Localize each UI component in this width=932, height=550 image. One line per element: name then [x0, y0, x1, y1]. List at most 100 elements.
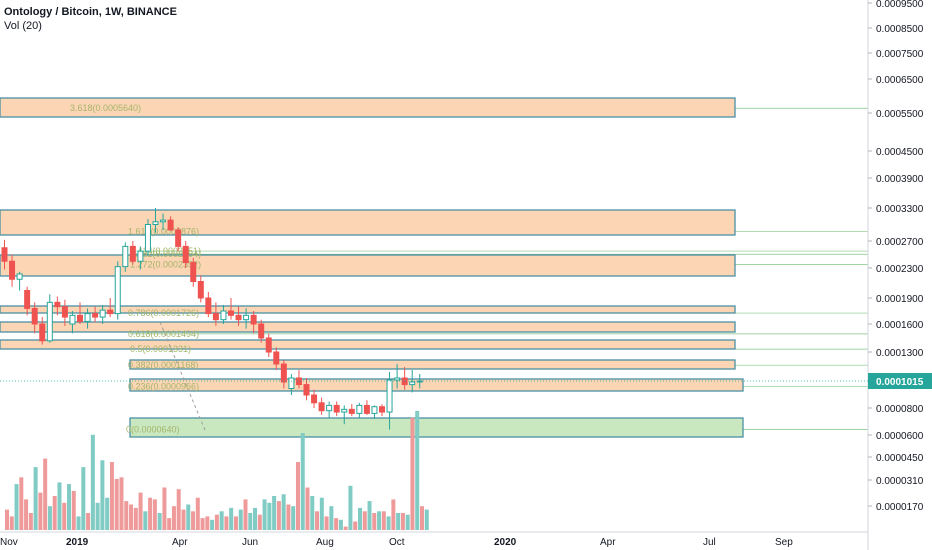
- resistance-zone: [129, 359, 736, 370]
- volume-bar: [300, 433, 305, 530]
- time-axis-label: 2019: [66, 537, 89, 548]
- time-axis-label: Sep: [775, 537, 793, 548]
- volume-bar: [362, 511, 367, 530]
- volume-bar: [224, 516, 229, 530]
- volume-bar: [229, 507, 234, 530]
- volume-bar: [286, 504, 291, 530]
- candle-body: [243, 314, 250, 321]
- candle-body: [152, 221, 159, 225]
- candle-body: [394, 377, 401, 381]
- candle-body: [1, 247, 8, 262]
- candle-body: [348, 408, 355, 414]
- candle-body: [54, 301, 61, 308]
- volume-bar: [405, 514, 410, 530]
- volume-bar: [62, 502, 67, 530]
- fib-level-label: 3.618(0.0005640): [70, 103, 141, 113]
- candle-body: [46, 301, 53, 342]
- volume-bar: [28, 513, 33, 530]
- candle-body: [24, 290, 31, 309]
- volume-bar: [129, 504, 134, 530]
- volume-bar: [133, 507, 138, 530]
- volume-bar: [152, 499, 157, 530]
- candle-body: [9, 260, 16, 280]
- volume-bar: [276, 501, 281, 530]
- volume-bar: [162, 487, 167, 530]
- volume-bar: [114, 479, 119, 530]
- price-axis-label: 0.0003900: [876, 174, 924, 185]
- volume-bar: [100, 460, 105, 530]
- volume-bar: [377, 511, 382, 530]
- volume-bar: [381, 511, 386, 530]
- time-axis-label: 2020: [494, 537, 517, 548]
- candle-body: [356, 404, 363, 414]
- volume-bar: [143, 511, 148, 530]
- volume-bar: [167, 518, 172, 530]
- candle-body: [84, 313, 91, 322]
- candle-body: [92, 313, 99, 318]
- volume-bar: [52, 496, 57, 530]
- candle-body: [265, 337, 272, 353]
- volume-bar: [253, 507, 258, 530]
- volume-bar: [176, 489, 181, 530]
- volume-bar: [357, 507, 362, 530]
- volume-bar: [205, 516, 210, 530]
- candle-body: [386, 379, 393, 413]
- candle-body: [212, 313, 219, 321]
- time-axis-label: Nov: [0, 537, 18, 548]
- resistance-zone: [0, 321, 736, 333]
- volume-bar: [400, 513, 405, 530]
- price-axis-label: 0.0006500: [876, 75, 924, 86]
- volume-bar: [396, 513, 401, 530]
- candle-body: [160, 219, 167, 223]
- candle-body: [235, 314, 242, 321]
- volume-bar: [191, 511, 196, 530]
- volume-bar: [334, 518, 339, 530]
- volume-bar: [157, 513, 162, 530]
- fib-level-label: 1.414(0.0002551): [130, 246, 201, 256]
- price-axis-label: 0.0005500: [876, 109, 924, 120]
- candle-body: [107, 309, 114, 315]
- candle-body: [273, 351, 280, 365]
- candle-body: [39, 323, 46, 342]
- volume-bar: [210, 519, 215, 530]
- time-axis-label: Apr: [600, 537, 616, 548]
- candle-body: [220, 310, 227, 321]
- candle-body: [295, 377, 302, 386]
- volume-bar: [310, 496, 315, 530]
- volume-bar: [353, 521, 358, 530]
- volume-bar: [43, 458, 48, 530]
- price-axis-label: 0.0008500: [876, 24, 924, 35]
- fib-level-label: 0.382(0.0001168): [128, 360, 198, 370]
- resistance-zone: [0, 305, 736, 314]
- volume-bar: [105, 497, 110, 530]
- time-axis-label: Apr: [172, 537, 188, 548]
- fib-level-label: 0.618(0.0001494): [128, 329, 199, 339]
- volume-bar: [243, 499, 248, 530]
- candle-body: [77, 314, 83, 322]
- candle-body: [182, 245, 189, 264]
- price-axis-label: 0.0001300: [876, 348, 924, 359]
- volume-bar: [248, 513, 253, 530]
- candle-body: [61, 306, 68, 318]
- fib-level-label: 0(0.0000640): [126, 425, 180, 435]
- volume-bar: [181, 509, 186, 530]
- volume-bar: [148, 497, 153, 530]
- volume-bar: [372, 513, 377, 530]
- candle-body: [31, 307, 38, 325]
- price-axis-label: 0.0000450: [876, 453, 924, 464]
- support-zone: [129, 417, 744, 438]
- fib-level-label: 1.382(0.0002504): [130, 249, 201, 259]
- candle-body: [416, 380, 423, 383]
- candle-body: [129, 245, 136, 262]
- time-axis-label: Jun: [242, 537, 258, 548]
- volume-bar: [200, 518, 205, 530]
- candle-body: [258, 323, 265, 339]
- candle-body: [190, 262, 197, 283]
- volume-bar: [195, 497, 200, 530]
- trend-line: [159, 321, 206, 431]
- volume-bar: [38, 492, 43, 530]
- time-axis-label: Oct: [389, 537, 405, 548]
- volume-bar: [262, 499, 267, 530]
- volume-bar: [67, 484, 72, 530]
